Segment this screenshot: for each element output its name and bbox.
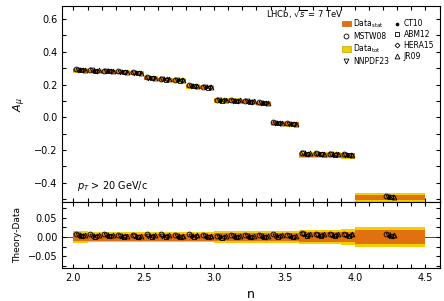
X-axis label: n: n	[247, 288, 255, 301]
Legend: Data$_{\mathrm{stat}}$, MSTW08, Data$_{\mathrm{tot}}$, NNPDF23, CT10, ABM12, HER: Data$_{\mathrm{stat}}$, MSTW08, Data$_{\…	[340, 16, 436, 67]
Y-axis label: Theory-Data: Theory-Data	[13, 207, 22, 263]
Y-axis label: $A_{\mu}$: $A_{\mu}$	[12, 97, 28, 112]
Text: LHCb, $\sqrt{s}$ = 7 TeV: LHCb, $\sqrt{s}$ = 7 TeV	[266, 9, 344, 21]
Text: $p_{T}$ > 20 GeV/c: $p_{T}$ > 20 GeV/c	[77, 179, 148, 193]
